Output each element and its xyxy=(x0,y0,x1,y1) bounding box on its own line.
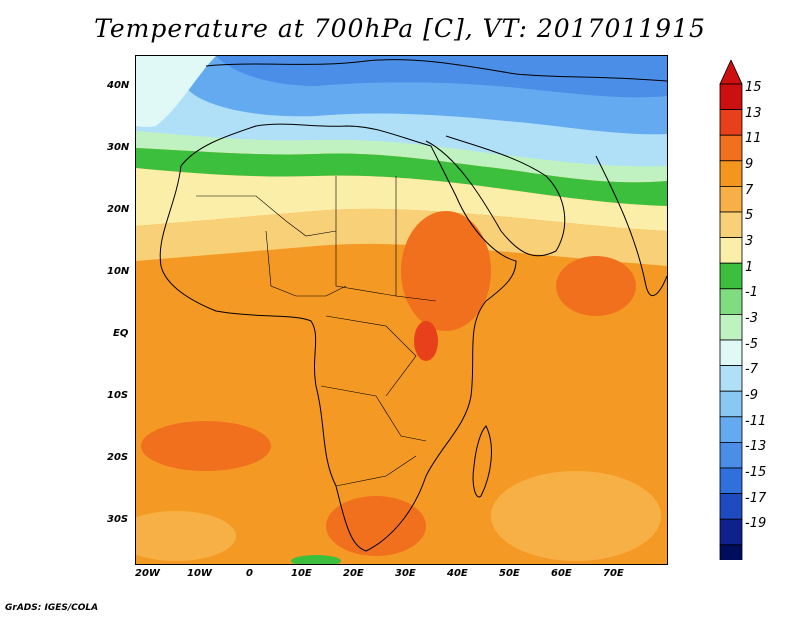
colorbar-swatch xyxy=(719,416,743,443)
coldest-band xyxy=(216,56,667,98)
indian-ocean-cool-patch xyxy=(491,471,661,561)
colorbar-swatch xyxy=(719,83,743,111)
lon-label-20w: 20W xyxy=(135,568,160,579)
colorbar-label-minus3: -3 xyxy=(745,311,758,326)
colorbar-swatch xyxy=(719,109,743,136)
green-band xyxy=(136,148,667,206)
nw-cool-patch xyxy=(136,56,216,127)
colorbar-label-9: 9 xyxy=(745,157,754,172)
lon-label-0: 0 xyxy=(246,568,253,579)
colorbar-swatch xyxy=(719,288,743,315)
arabian-sea-hot-patch xyxy=(556,256,636,316)
atlantic-hot-patch xyxy=(141,421,271,471)
colorbar-label-11: 11 xyxy=(745,131,762,146)
lon-label-10w: 10W xyxy=(187,568,212,579)
madagascar-outline xyxy=(472,425,492,498)
ethiopia-hot-patch xyxy=(401,211,491,331)
colorbar-label-1: 1 xyxy=(745,260,754,275)
india-coast xyxy=(595,155,667,297)
lon-label-10e: 10E xyxy=(291,568,312,579)
south-atlantic-cool-patch xyxy=(136,511,236,561)
lon-label-30e: 30E xyxy=(395,568,416,579)
lat-label-10s: 10S xyxy=(107,390,129,401)
yellow-band xyxy=(136,208,667,266)
lon-label-40e: 40E xyxy=(447,568,468,579)
colorbar-swatch xyxy=(719,160,743,187)
lat-label-30n: 30N xyxy=(107,142,130,153)
lon-label-50e: 50E xyxy=(499,568,520,579)
colorbar-label-minus5: -5 xyxy=(745,337,758,352)
colorbar-label-minus1: -1 xyxy=(745,285,758,300)
colorbar-swatch xyxy=(719,237,743,264)
colorbar-label-3: 3 xyxy=(745,234,754,249)
colorbar-swatch xyxy=(719,313,743,341)
africa-outline xyxy=(159,123,517,552)
temperature-map xyxy=(135,55,668,565)
map-title: Temperature at 700hPa [C], VT: 201701191… xyxy=(94,14,706,43)
lat-label-eq: EQ xyxy=(113,328,129,339)
colorbar-swatch xyxy=(719,493,743,520)
lon-label-60e: 60E xyxy=(551,568,572,579)
lat-label-30s: 30S xyxy=(107,514,129,525)
colorbar-label-minus15: -15 xyxy=(745,465,767,480)
colorbar-swatch xyxy=(719,262,743,290)
lon-label-70e: 70E xyxy=(603,568,624,579)
colorbar-swatch xyxy=(719,390,743,418)
lat-label-20s: 20S xyxy=(107,452,129,463)
colorbar-label-minus9: -9 xyxy=(745,388,758,403)
colorbar-swatch xyxy=(719,186,743,213)
mediterranean-coast xyxy=(205,59,667,82)
colorbar-swatch xyxy=(719,134,743,162)
lat-label-40n: 40N xyxy=(107,80,130,91)
pale-yellow-band xyxy=(136,168,667,231)
colorbar-swatch xyxy=(719,544,743,560)
colorbar-swatch xyxy=(719,441,743,469)
colorbar-label-13: 13 xyxy=(745,106,762,121)
grads-credit: GrADS: IGES/COLA xyxy=(5,603,99,613)
lon-label-20e: 20E xyxy=(343,568,364,579)
colorbar-label-minus13: -13 xyxy=(745,439,767,454)
map-canvas xyxy=(136,56,667,564)
south-africa-hot-patch xyxy=(326,496,426,556)
colorbar-label-minus7: -7 xyxy=(745,362,758,377)
southern-green-patch xyxy=(291,555,341,564)
colorbar-swatch xyxy=(719,365,743,392)
colorbar-swatch xyxy=(719,467,743,495)
lake-victoria-hot-spot xyxy=(414,321,438,361)
colorbar-label-minus11: -11 xyxy=(745,414,767,429)
colorbar xyxy=(719,60,743,560)
colorbar-label-minus17: -17 xyxy=(745,491,767,506)
arabia-outline xyxy=(425,135,566,257)
colorbar-swatch xyxy=(719,339,743,367)
lat-label-20n: 20N xyxy=(107,204,130,215)
colorbar-label-7: 7 xyxy=(745,183,754,198)
colorbar-overflow-high xyxy=(719,60,743,85)
colorbar-label-minus19: -19 xyxy=(745,516,767,531)
colorbar-swatch xyxy=(719,518,743,546)
country-borders xyxy=(196,176,437,487)
lat-label-10n: 10N xyxy=(107,266,130,277)
colorbar-label-15: 15 xyxy=(745,80,762,95)
colorbar-swatch xyxy=(719,211,743,239)
coastlines xyxy=(159,59,667,552)
colorbar-label-5: 5 xyxy=(745,208,754,223)
